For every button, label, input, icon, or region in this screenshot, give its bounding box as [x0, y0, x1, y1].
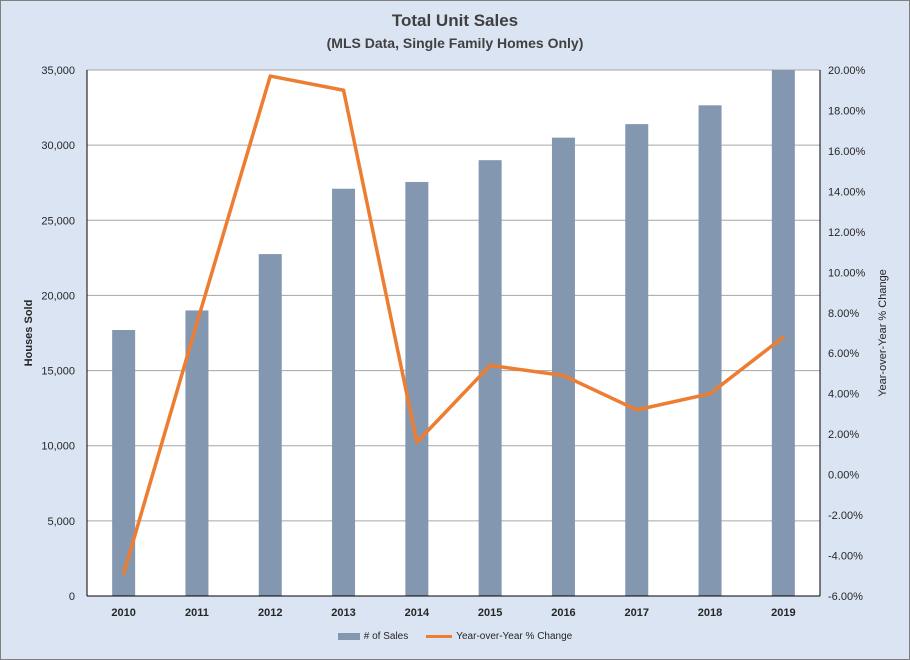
y2-tick-label: -4.00%: [828, 551, 863, 563]
y2-axis-label: Year-over-Year % Change: [877, 269, 889, 397]
x-tick-label: 2012: [258, 607, 282, 619]
yoy-point: [268, 74, 272, 78]
bar: [405, 181, 429, 596]
yoy-point: [488, 363, 492, 367]
y-tick-label: 30,000: [41, 140, 75, 152]
y2-tick-label: 10.00%: [828, 267, 866, 279]
y-tick-label: 0: [69, 591, 75, 603]
y-tick-label: 20,000: [41, 290, 75, 302]
bar: [478, 160, 502, 596]
bar: [551, 137, 575, 596]
x-tick-label: 2016: [551, 607, 575, 619]
y2-tick-label: 16.00%: [828, 146, 866, 158]
x-tick-label: 2019: [771, 607, 795, 619]
bar: [185, 310, 209, 596]
bar: [112, 329, 136, 596]
y-axis-label: Houses Sold: [23, 300, 35, 367]
yoy-point: [781, 335, 785, 339]
y2-tick-label: 6.00%: [828, 348, 859, 360]
plot-area: [87, 70, 820, 596]
x-tick-label: 2017: [625, 607, 649, 619]
y-tick-label: 25,000: [41, 215, 75, 227]
y2-tick-label: 12.00%: [828, 227, 866, 239]
chart-title: Total Unit Sales: [391, 11, 519, 30]
y2-tick-label: 2.00%: [828, 429, 859, 441]
x-tick-label: 2018: [698, 607, 722, 619]
legend-item-sales: # of Sales: [337, 631, 409, 642]
bar: [698, 105, 722, 597]
yoy-point: [561, 373, 565, 377]
y2-tick-label: 14.00%: [828, 186, 866, 198]
x-tick-label: 2010: [111, 607, 135, 619]
legend-label-yoy: Year-over-Year % Change: [456, 631, 573, 642]
bar: [332, 188, 356, 596]
legend-swatch-bar: [337, 633, 360, 640]
y2-tick-label: -2.00%: [828, 510, 863, 522]
yoy-line: [121, 74, 785, 575]
yoy-point: [635, 408, 639, 412]
yoy-point: [415, 440, 419, 444]
bar: [771, 70, 795, 596]
y-tick-label: 10,000: [41, 441, 75, 453]
y-tick-label: 35,000: [41, 65, 75, 77]
legend: # of Sales Year-over-Year % Change: [0, 631, 910, 642]
y2-tick-label: -6.00%: [828, 591, 863, 603]
x-tick-label: 2011: [185, 607, 209, 619]
y2-tick-label: 20.00%: [828, 65, 866, 77]
y2-tick-label: 0.00%: [828, 470, 859, 482]
y2-tick-label: 8.00%: [828, 308, 859, 320]
x-tick-label: 2014: [405, 607, 430, 619]
yoy-point: [195, 321, 199, 325]
legend-label-sales: # of Sales: [363, 631, 409, 642]
x-tick-label: 2015: [478, 607, 502, 619]
chart-subtitle: (MLS Data, Single Family Homes Only): [326, 35, 584, 51]
yoy-point: [342, 88, 346, 92]
y-tick-label: 15,000: [41, 366, 75, 378]
x-tick-label: 2013: [331, 607, 355, 619]
y-tick-label: 5,000: [47, 516, 75, 528]
legend-item-yoy: Year-over-Year % Change: [426, 631, 572, 642]
y2-tick-label: 18.00%: [828, 105, 866, 117]
yoy-point: [708, 392, 712, 396]
bar: [625, 124, 649, 597]
legend-swatch-line: [426, 635, 453, 638]
yoy-point: [122, 572, 126, 576]
bar: [258, 254, 282, 596]
y2-tick-label: 4.00%: [828, 389, 859, 401]
